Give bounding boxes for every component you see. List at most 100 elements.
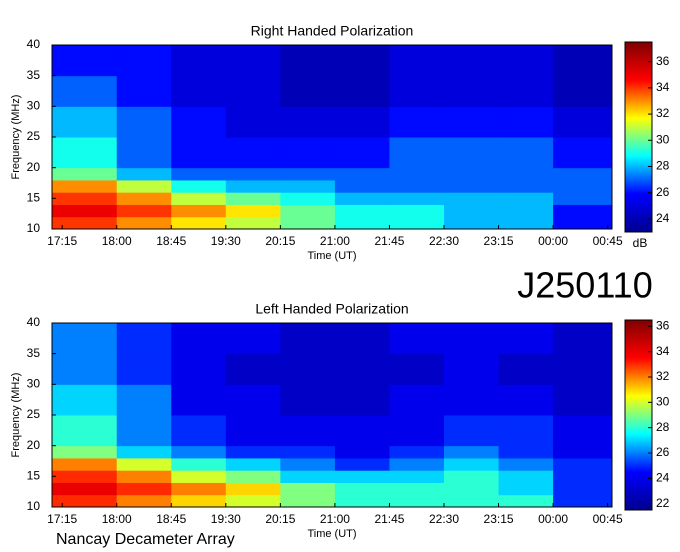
heatmap-cell <box>52 75 118 107</box>
heatmap-cell <box>553 179 613 193</box>
heatmap-cell <box>498 204 554 218</box>
heatmap-cell <box>389 384 445 416</box>
heatmap-cell <box>171 106 227 138</box>
heatmap-cell <box>498 323 554 355</box>
heatmap-cell <box>225 167 281 181</box>
heatmap-cell <box>171 323 227 355</box>
heatmap-cell <box>280 167 336 181</box>
heatmap-cell <box>553 470 613 483</box>
heatmap-cell <box>334 167 390 181</box>
heatmap-cell <box>280 457 336 471</box>
x-tick-label: 18:45 <box>156 512 186 526</box>
x-tick-label: 18:00 <box>102 234 132 248</box>
heatmap-cell <box>553 482 613 496</box>
heatmap-cell <box>171 45 227 77</box>
heatmap-cell <box>52 167 118 181</box>
heatmap-cell <box>225 192 281 205</box>
x-tick-label: 21:45 <box>374 234 404 248</box>
heatmap-cell <box>171 457 227 471</box>
heatmap-cell <box>389 445 445 459</box>
heatmap-cell <box>280 323 336 355</box>
y-axis-label: Frequency (MHz) <box>10 373 22 458</box>
heatmap-cell <box>280 75 336 107</box>
heatmap-cell <box>280 415 336 447</box>
heatmap-cell <box>52 192 118 205</box>
heatmap-cell <box>498 482 554 496</box>
colorbar-tick-label: 30 <box>656 132 670 146</box>
heatmap-cell <box>444 179 500 193</box>
heatmap-cell <box>334 106 390 138</box>
x-tick-label: 19:30 <box>211 512 241 526</box>
x-tick-label: 23:15 <box>484 234 514 248</box>
colorbar-tick-label: 36 <box>656 54 670 68</box>
heatmap-cell <box>171 192 227 205</box>
heatmap-cell <box>498 457 554 471</box>
colorbar-tick-label: 36 <box>656 319 670 333</box>
heatmap-cell <box>116 45 172 77</box>
heatmap-cell <box>334 384 390 416</box>
y-tick-label: 40 <box>27 37 41 51</box>
heatmap-cell <box>553 353 613 385</box>
heatmap-cell <box>52 445 118 459</box>
heatmap-cell <box>171 167 227 181</box>
heatmap-cell <box>280 179 336 193</box>
heatmap-cell <box>280 137 336 169</box>
heatmap-cell <box>553 75 613 107</box>
heatmap-cell <box>334 75 390 107</box>
heatmap-cell <box>498 75 554 107</box>
heatmap-cell <box>280 45 336 77</box>
heatmap-cell <box>334 353 390 385</box>
heatmap-cell <box>116 75 172 107</box>
x-tick-label: 00:00 <box>538 512 568 526</box>
x-tick-label: 19:30 <box>211 234 241 248</box>
y-tick-label: 40 <box>27 315 41 329</box>
heatmap-cell <box>444 192 500 205</box>
y-tick-label: 20 <box>27 160 41 174</box>
heatmap-cell <box>444 167 500 181</box>
y-tick-label: 30 <box>27 377 41 391</box>
heatmap-cell <box>171 204 227 218</box>
heatmap-cell <box>52 415 118 447</box>
heatmap-cell <box>52 482 118 496</box>
heatmap-cell <box>116 384 172 416</box>
heatmap-cell <box>116 204 172 218</box>
x-axis-label: Time (UT) <box>307 250 356 262</box>
y-tick-label: 10 <box>27 499 41 513</box>
heatmap-cell <box>553 204 613 218</box>
heatmap-cell <box>225 457 281 471</box>
colorbar-tick-label: 30 <box>656 395 670 409</box>
colorbar-label: dB <box>633 236 648 250</box>
x-tick-label: 17:15 <box>47 234 77 248</box>
x-tick-label: 21:00 <box>320 234 350 248</box>
colorbar-tick-label: 28 <box>656 420 670 434</box>
heatmap-cell <box>171 75 227 107</box>
chart-title: Right Handed Polarization <box>251 23 414 39</box>
heatmap-cell <box>389 137 445 169</box>
heatmap-cell <box>444 470 500 483</box>
heatmap-cell <box>389 353 445 385</box>
heatmap-cell <box>225 415 281 447</box>
observation-id: J250110 <box>517 265 652 306</box>
heatmap-cell <box>280 353 336 385</box>
heatmap-cell <box>444 353 500 385</box>
colorbar <box>624 41 653 233</box>
heatmap-cell <box>52 323 118 355</box>
colorbar-tick-label: 32 <box>656 369 670 383</box>
heatmap-cell <box>444 384 500 416</box>
heatmap-cell <box>52 137 118 169</box>
heatmap-cell <box>171 384 227 416</box>
heatmap-cell <box>225 445 281 459</box>
heatmap-cell <box>280 482 336 496</box>
colorbar-tick-label: 26 <box>656 445 670 459</box>
heatmap-cell <box>334 192 390 205</box>
x-tick-label: 00:00 <box>538 234 568 248</box>
heatmap-cell <box>116 415 172 447</box>
heatmap-cell <box>334 216 390 230</box>
heatmap-cell <box>553 494 613 508</box>
heatmap-cell <box>52 216 118 230</box>
heatmap-cell <box>116 192 172 205</box>
heatmap-cell <box>444 457 500 471</box>
heatmap-cell <box>553 384 613 416</box>
heatmap-cell <box>498 415 554 447</box>
